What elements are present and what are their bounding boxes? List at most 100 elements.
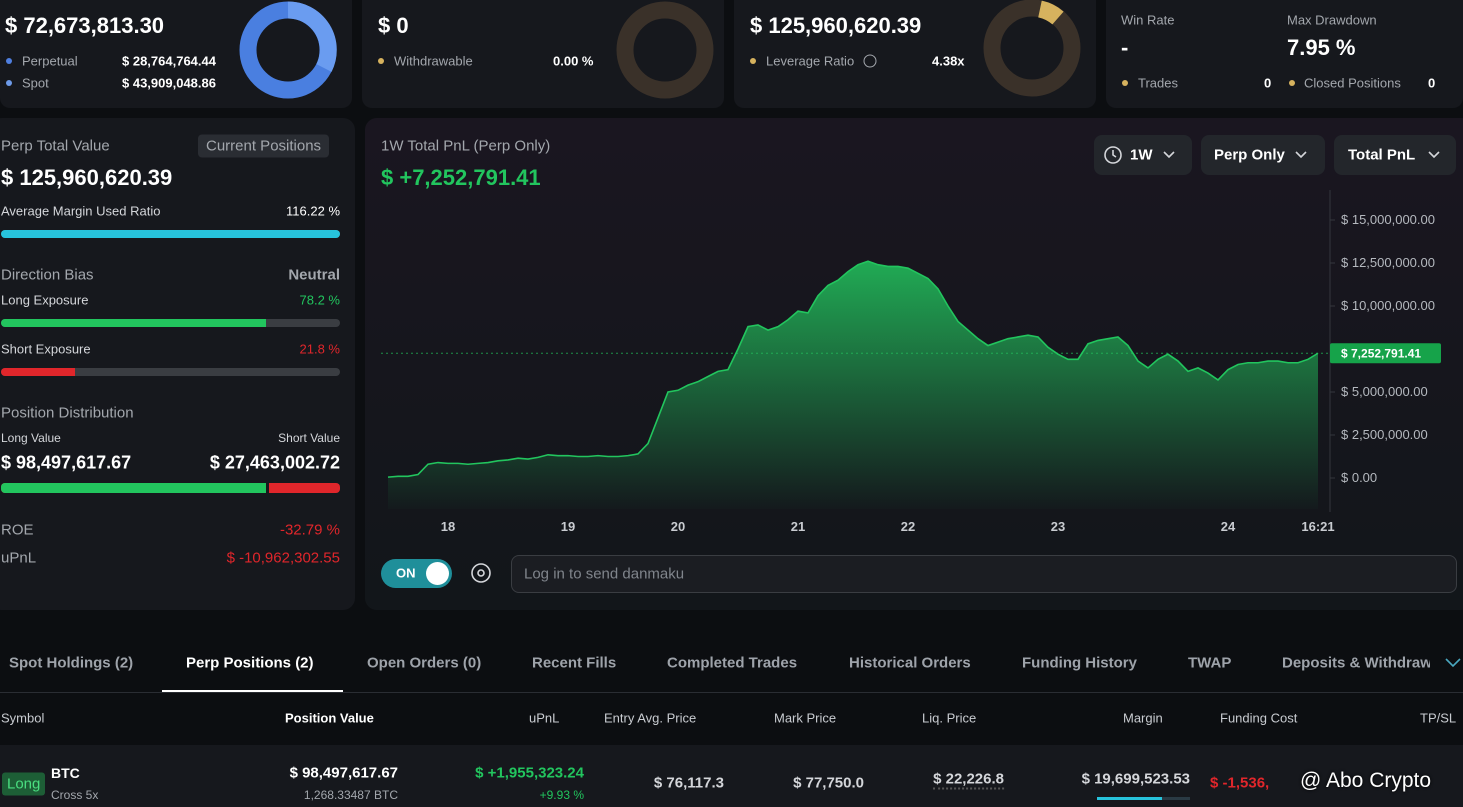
- donuts: [239, 0, 1081, 99]
- donut-segment: [1037, 0, 1064, 25]
- table-row[interactable]: [0, 745, 1463, 807]
- tab[interactable]: TWAP: [1188, 654, 1232, 672]
- symbol: BTC: [51, 765, 80, 781]
- value: Neutral: [288, 266, 340, 284]
- legend-dot: [1289, 80, 1295, 86]
- label: Spot: [22, 75, 49, 91]
- value: 7.95 %: [1287, 35, 1356, 60]
- x-tick-label: 16:21: [1301, 519, 1334, 534]
- value: 4.38x: [932, 53, 965, 69]
- label: Withdrawable: [394, 53, 473, 69]
- performance-card: [1106, 0, 1463, 108]
- x-tick-label: 24: [1221, 519, 1236, 534]
- chevron: [1428, 151, 1440, 159]
- value: 21.8 %: [299, 341, 340, 357]
- donut: [983, 0, 1081, 97]
- side-badge: Long: [2, 772, 46, 796]
- tab[interactable]: Completed Trades: [667, 654, 798, 672]
- settings-icon[interactable]: [471, 563, 491, 583]
- scope-dropdown[interactable]: Perp Only: [1201, 135, 1325, 175]
- column-header[interactable]: Entry Avg. Price: [604, 710, 697, 726]
- column-header[interactable]: Mark Price: [774, 710, 837, 726]
- danmaku-toggle[interactable]: ON: [381, 559, 452, 588]
- toggle-knob: [426, 562, 449, 585]
- progress-fill: [1, 368, 75, 376]
- tab[interactable]: Spot Holdings (2): [9, 654, 134, 672]
- tab[interactable]: Deposits & Withdraw: [1282, 654, 1430, 672]
- y-tick-label: $ 12,500,000.00: [1341, 255, 1435, 270]
- column-header[interactable]: uPnL: [529, 710, 560, 726]
- button[interactable]: Current Positions: [198, 134, 330, 158]
- progress-track: [1, 368, 340, 376]
- tab[interactable]: Historical Orders: [849, 654, 971, 672]
- settings-icon-core: [477, 569, 485, 577]
- column-header[interactable]: Position Value: [285, 710, 374, 726]
- label: Average Margin Used Ratio: [1, 203, 161, 219]
- tab[interactable]: Recent Fills: [532, 654, 617, 672]
- margin-bar-fill: [1097, 797, 1163, 800]
- column-header[interactable]: Margin: [1123, 710, 1163, 726]
- tab[interactable]: Funding History: [1022, 654, 1137, 672]
- chevron: [1445, 658, 1461, 668]
- column-header[interactable]: Symbol: [1, 710, 45, 726]
- label: Short Exposure: [1, 341, 91, 357]
- legend-dot: [750, 58, 756, 64]
- clock-hand: [1112, 150, 1117, 158]
- upnl-pct: +9.93 %: [539, 788, 584, 802]
- label: Position Distribution: [1, 404, 134, 422]
- x-tick-label: 22: [901, 519, 915, 534]
- distribution-fill: [1, 483, 270, 493]
- x-tick-label: 23: [1051, 519, 1065, 534]
- chevron: [1163, 151, 1175, 159]
- progress-track: [1, 230, 340, 238]
- y-tick-label: $ 2,500,000.00: [1341, 427, 1428, 442]
- label: Leverage Ratio: [766, 53, 855, 69]
- dropdown-text: 1W: [1130, 146, 1153, 164]
- value: 0.00 %: [553, 53, 594, 69]
- funding-cost: $ -1,536,: [1210, 774, 1270, 792]
- perp-panel: [0, 118, 355, 610]
- legend-dot: [6, 58, 12, 64]
- position-value: $ 98,497,617.67: [289, 764, 398, 782]
- label: Long Exposure: [1, 292, 89, 308]
- upnl: $ +1,955,323.24: [475, 764, 584, 782]
- value: $ 28,764,764.44: [122, 53, 216, 69]
- legend-dot: [1122, 80, 1128, 86]
- tabs-more[interactable]: [1444, 655, 1462, 669]
- position-value: $ 125,960,620.39: [750, 13, 922, 38]
- value: $ 27,463,002.72: [209, 452, 340, 473]
- current-label: $ 7,252,791.41: [1341, 346, 1421, 360]
- x-tick-label: 19: [561, 519, 575, 534]
- mark-price: $ 77,750.0: [793, 774, 864, 792]
- chart-title: 1W Total PnL (Perp Only): [381, 137, 551, 155]
- value: $ 98,497,617.67: [1, 452, 132, 473]
- danmaku-input[interactable]: Log in to send danmaku: [511, 555, 1457, 593]
- pnl-value: $ +7,252,791.41: [381, 165, 541, 190]
- position-size: 1,268.33487 BTC: [303, 788, 398, 802]
- withdraw-value: $ 0: [378, 13, 409, 38]
- value: $ 125,960,620.39: [1, 165, 173, 190]
- tab[interactable]: Open Orders (0): [367, 654, 482, 672]
- pnl-chart: $ 0.00 $ 2,500,000.00 $ 5,000,000.00 $ 10,0…: [381, 190, 1441, 534]
- label: Short Value: [278, 431, 340, 445]
- column-header[interactable]: Funding Cost: [1220, 710, 1298, 726]
- margin: $ 19,699,523.53: [1081, 770, 1190, 788]
- tab-active[interactable]: Perp Positions (2): [186, 654, 314, 672]
- margin-bar: [1097, 797, 1190, 800]
- value: $ 43,909,048.86: [122, 75, 216, 91]
- tab-divider: [0, 692, 1463, 693]
- label: Win Rate: [1121, 12, 1175, 28]
- range-dropdown[interactable]: 1W: [1094, 135, 1192, 175]
- watermark: @ Abo Crypto: [1300, 769, 1432, 792]
- progress-fill: [1, 319, 267, 327]
- legend-dot: [378, 58, 384, 64]
- value: -32.79 %: [279, 521, 340, 539]
- toggle-text: ON: [396, 565, 416, 581]
- column-header[interactable]: Liq. Price: [922, 710, 977, 726]
- label: ROE: [1, 521, 34, 539]
- chevron: [1295, 151, 1307, 159]
- x-tick-label: 21: [791, 519, 805, 534]
- column-header[interactable]: TP/SL: [1420, 710, 1457, 726]
- y-tick-label: $ 5,000,000.00: [1341, 384, 1428, 399]
